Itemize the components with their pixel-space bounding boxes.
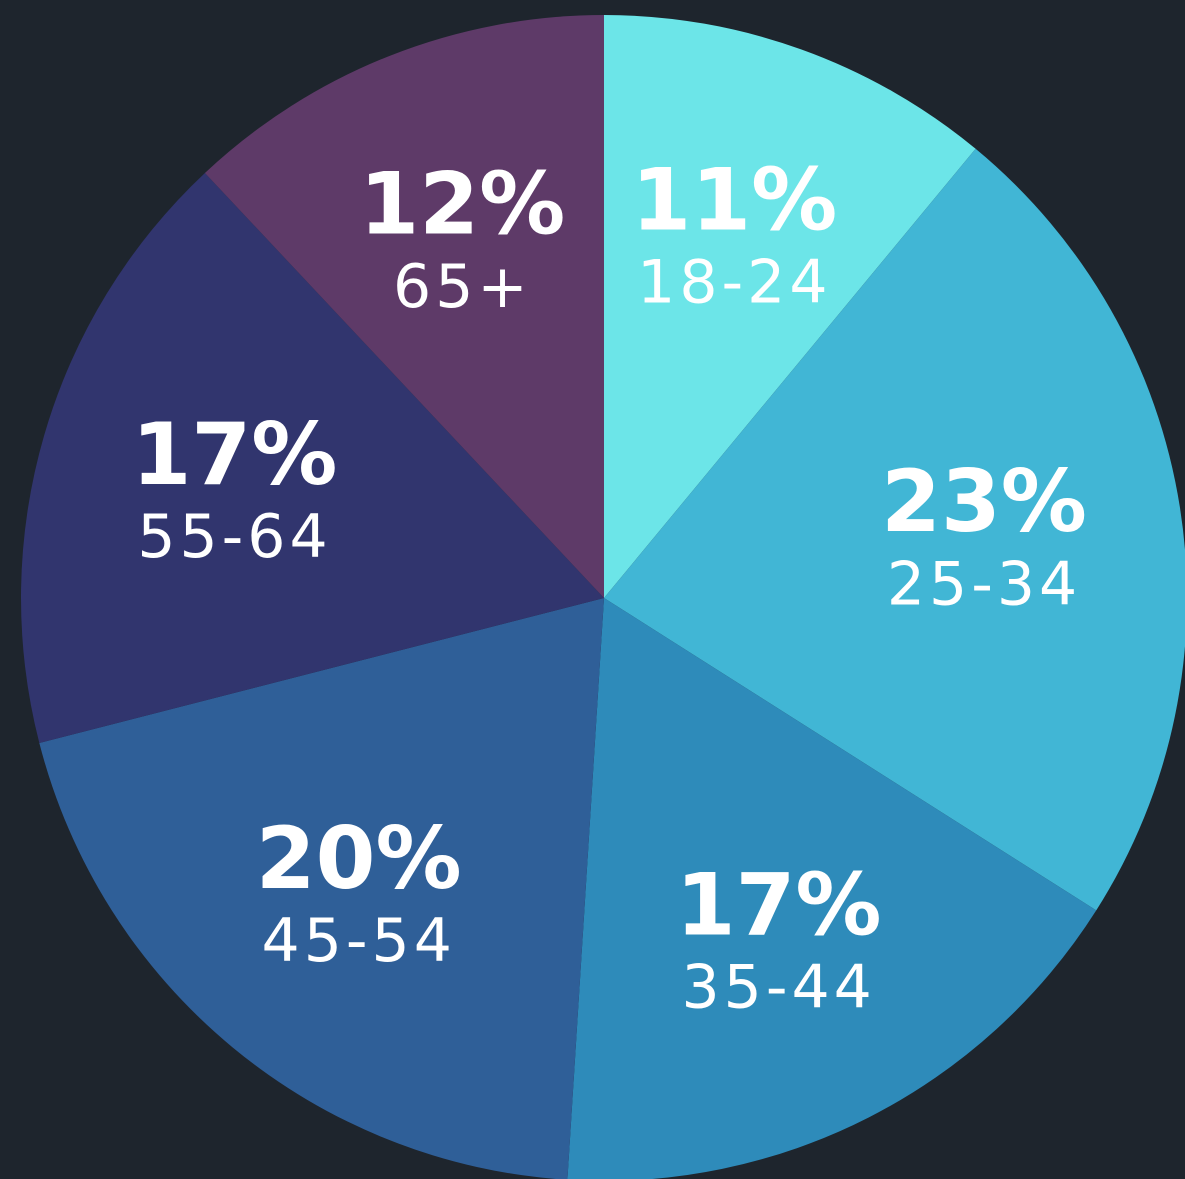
slice-value-label: 20% (256, 809, 462, 909)
pie-slice (604, 15, 976, 598)
pie-slice (204, 15, 604, 598)
slice-category-label: 65+ (393, 252, 532, 322)
slice-category-label: 45-54 (262, 906, 456, 976)
slice-category-label: 55-64 (137, 502, 331, 572)
slice-category-label: 18-24 (637, 248, 831, 318)
pie-slice (21, 173, 604, 743)
slice-value-label: 17% (676, 855, 882, 955)
pie-slice (39, 598, 604, 1179)
slice-value-label: 12% (359, 155, 565, 255)
slice-category-label: 35-44 (682, 952, 876, 1022)
slice-value-label: 23% (881, 452, 1087, 552)
pie-slice (604, 148, 1185, 911)
pie-slice (567, 598, 1097, 1179)
slice-category-label: 25-34 (887, 549, 1081, 619)
slice-value-label: 17% (132, 405, 338, 505)
slice-value-label: 11% (631, 150, 837, 250)
